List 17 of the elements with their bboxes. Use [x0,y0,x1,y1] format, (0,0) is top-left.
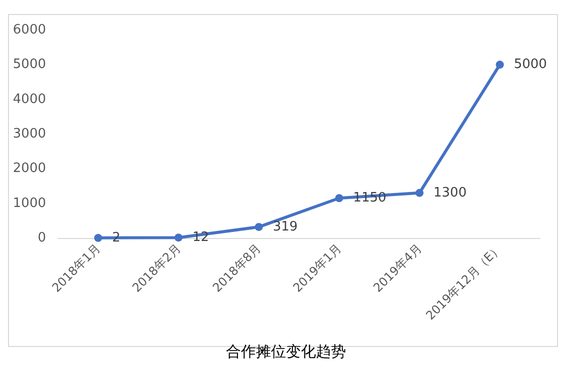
point [416,188,424,197]
data-label: 1300 [434,185,467,200]
text: 合作摊位变化趋势 [226,342,346,360]
point [94,234,102,242]
point [496,60,504,69]
y-tick-label: 6000 [12,22,46,38]
y-tick-label: 2000 [12,161,46,176]
y-tick-label: 0 [38,230,46,246]
y-tick-label: 3000 [12,126,46,142]
point [254,222,263,231]
point [335,194,344,202]
point [174,234,182,242]
data-label: 319 [272,219,298,234]
y-tick-label: 1000 [12,196,46,211]
y-tick-label: 5000 [12,57,46,72]
data-label: 5000 [514,57,547,72]
y-tick-label: 4000 [12,92,46,107]
